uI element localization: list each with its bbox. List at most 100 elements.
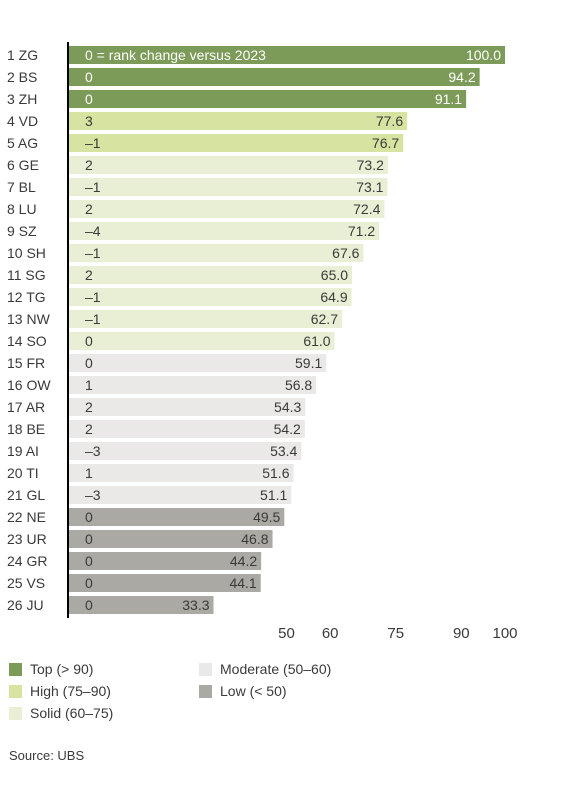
legend-item-moderate: Moderate (50–60) [199, 661, 331, 677]
value-label: 91.1 [435, 91, 462, 107]
category-label: 5 AG [7, 135, 38, 151]
rank-change-label: –1 [85, 179, 101, 195]
bar [68, 420, 305, 438]
category-label: 23 UR [7, 531, 47, 547]
legend-swatch-moderate [199, 662, 212, 676]
category-label: 19 AI [7, 443, 39, 459]
rank-change-label: –1 [85, 245, 101, 261]
rank-change-label: 2 [85, 399, 93, 415]
category-label: 9 SZ [7, 223, 37, 239]
legend-item-solid: Solid (60–75) [9, 705, 113, 721]
bar [68, 596, 214, 614]
legend-label-solid: Solid (60–75) [30, 705, 114, 721]
value-label: 49.5 [253, 509, 280, 525]
x-tick-label: 75 [387, 625, 404, 642]
x-tick-label: 50 [278, 625, 295, 642]
rank-change-label: 0 [85, 333, 93, 349]
value-label: 94.2 [448, 69, 475, 85]
rank-change-label: 2 [85, 421, 93, 437]
value-label: 56.8 [285, 377, 312, 393]
legend-item-low: Low (< 50) [199, 683, 287, 699]
bar [68, 508, 285, 526]
category-label: 26 JU [7, 597, 44, 613]
category-label: 17 AR [7, 399, 45, 415]
bar [68, 112, 408, 130]
bar [68, 376, 317, 394]
bar [68, 90, 467, 108]
value-label: 33.3 [182, 597, 209, 613]
category-label: 6 GE [7, 157, 39, 173]
value-label: 76.7 [372, 135, 399, 151]
bar [68, 288, 352, 306]
rank-change-label: –4 [85, 223, 101, 239]
rank-change-label: –1 [85, 135, 101, 151]
bar [68, 530, 273, 548]
bar [68, 68, 480, 86]
value-label: 73.1 [356, 179, 383, 195]
rank-change-label: 0 [85, 575, 93, 591]
category-label: 3 ZH [7, 91, 37, 107]
rank-change-label: 2 [85, 157, 93, 173]
category-label: 25 VS [7, 575, 45, 591]
rank-change-label: 0 [85, 509, 93, 525]
value-label: 59.1 [295, 355, 322, 371]
category-label: 12 TG [7, 289, 46, 305]
rank-change-label: 0 [85, 91, 93, 107]
category-label: 15 FR [7, 355, 45, 371]
value-label: 67.6 [332, 245, 359, 261]
legend-swatch-low [199, 684, 212, 698]
rank-change-label: 2 [85, 201, 93, 217]
x-tick-label: 90 [453, 625, 470, 642]
source-note: Source: UBS [9, 748, 85, 763]
legend-item-high: High (75–90) [9, 683, 111, 699]
category-label: 24 GR [7, 553, 47, 569]
bar [68, 266, 353, 284]
rank-change-label: 3 [85, 113, 93, 129]
x-tick-label: 60 [322, 625, 339, 642]
value-label: 53.4 [270, 443, 297, 459]
bar [68, 398, 306, 416]
value-label: 73.2 [357, 157, 384, 173]
rank-change-label: 0 [85, 553, 93, 569]
category-label: 7 BL [7, 179, 36, 195]
bar [68, 156, 388, 174]
legend-label-low: Low (< 50) [220, 683, 287, 699]
category-label: 4 VD [7, 113, 38, 129]
legend-swatch-solid [9, 706, 22, 720]
rank-change-label: –1 [85, 311, 101, 327]
category-label: 16 OW [7, 377, 51, 393]
value-label: 54.2 [274, 421, 301, 437]
bar-chart: 1 ZG 0 = rank change versus 2023 100.0 2 BS… [7, 42, 518, 642]
rank-change-label: 0 [85, 597, 93, 613]
bar [68, 244, 364, 262]
category-label: 2 BS [7, 69, 37, 85]
rank-change-label: 0 [85, 355, 93, 371]
x-tick-label: 100 [492, 625, 517, 642]
value-label: 54.3 [274, 399, 301, 415]
rank-change-label: 0 [85, 531, 93, 547]
category-label: 1 ZG [7, 47, 38, 63]
bar [68, 178, 388, 196]
bar [68, 486, 292, 504]
bar [68, 46, 505, 64]
bar [68, 200, 385, 218]
category-label: 22 NE [7, 509, 46, 525]
legend-label-high: High (75–90) [30, 683, 111, 699]
legend-item-top: Top (> 90) [9, 661, 93, 677]
value-label: 44.2 [230, 553, 257, 569]
rank-change-label: 0 = rank change versus 2023 [85, 47, 266, 63]
category-label: 18 BE [7, 421, 45, 437]
value-label: 72.4 [353, 201, 380, 217]
value-label: 64.9 [320, 289, 347, 305]
bar [68, 442, 302, 460]
category-label: 11 SG [7, 267, 46, 283]
bar [68, 134, 404, 152]
value-label: 77.6 [376, 113, 403, 129]
rank-change-label: –1 [85, 289, 101, 305]
legend-label-moderate: Moderate (50–60) [220, 661, 332, 677]
value-label: 46.8 [241, 531, 268, 547]
legend-label-top: Top (> 90) [30, 661, 94, 677]
category-label: 13 NW [7, 311, 51, 327]
rank-change-label: 2 [85, 267, 93, 283]
category-label: 20 TI [7, 465, 39, 481]
